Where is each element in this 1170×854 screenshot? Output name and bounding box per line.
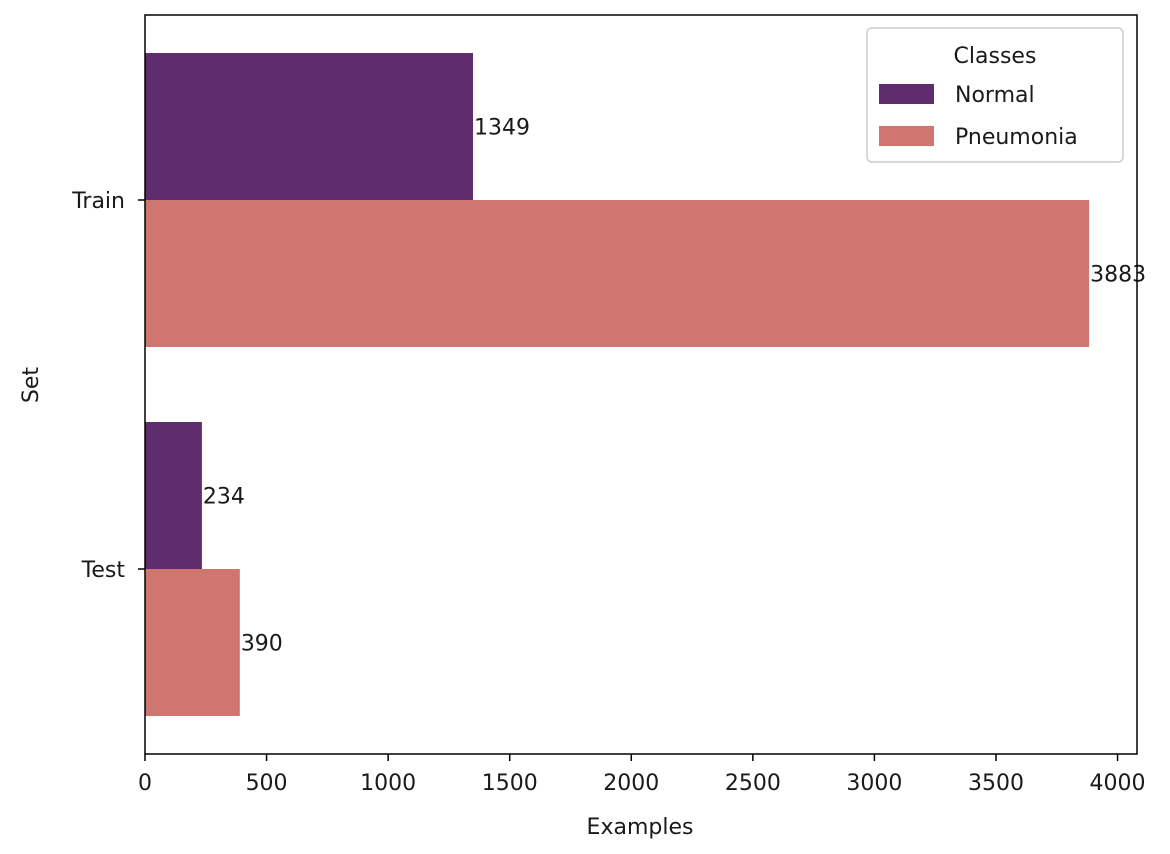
legend-swatch-normal bbox=[879, 84, 934, 104]
y-tick-label-train: Train bbox=[71, 189, 125, 214]
legend-title: Classes bbox=[954, 44, 1037, 69]
legend-label-pneumonia: Pneumonia bbox=[955, 125, 1078, 150]
bar-train-pneumonia bbox=[145, 200, 1090, 347]
bar-label-test-normal: 234 bbox=[203, 485, 245, 510]
x-tick-label: 4000 bbox=[1090, 771, 1146, 796]
x-axis-label: Examples bbox=[587, 815, 694, 840]
x-tick-label: 500 bbox=[246, 771, 288, 796]
x-tick-label: 1500 bbox=[482, 771, 538, 796]
bar-test-normal bbox=[145, 422, 202, 569]
x-tick-label: 0 bbox=[138, 771, 152, 796]
plot-frame bbox=[144, 14, 1138, 755]
bar-train-normal bbox=[145, 53, 473, 200]
y-axis-label: Set bbox=[19, 367, 44, 404]
bar-test-pneumonia bbox=[145, 569, 240, 716]
bar-label-test-pneumonia: 390 bbox=[241, 632, 283, 657]
x-axis-ticks: 0 500 1000 1500 2000 2500 3000 3500 4000 bbox=[138, 754, 1146, 796]
x-tick-label: 1000 bbox=[360, 771, 416, 796]
x-tick-label: 3000 bbox=[846, 771, 902, 796]
x-tick-label: 3500 bbox=[968, 771, 1024, 796]
bar-label-train-normal: 1349 bbox=[474, 116, 530, 141]
legend: Classes Normal Pneumonia bbox=[866, 27, 1124, 163]
y-axis-ticks: Train Test bbox=[71, 189, 145, 583]
legend-label-normal: Normal bbox=[955, 83, 1035, 108]
legend-swatch-pneumonia bbox=[879, 126, 934, 146]
y-tick-label-test: Test bbox=[81, 558, 126, 583]
x-tick-label: 2000 bbox=[603, 771, 659, 796]
x-tick-label: 2500 bbox=[725, 771, 781, 796]
bars-layer bbox=[145, 53, 1090, 716]
